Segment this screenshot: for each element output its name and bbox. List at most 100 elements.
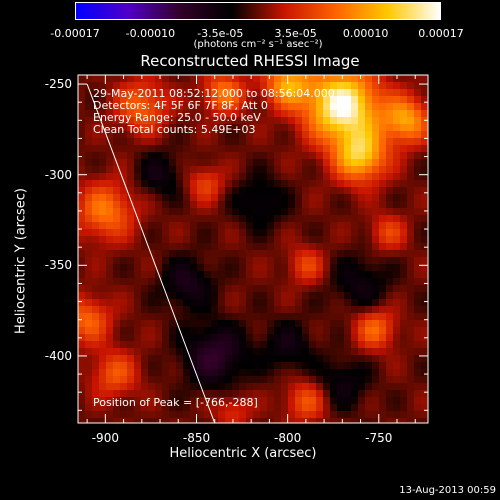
heatmap-cell — [246, 166, 254, 174]
heatmap-cell — [99, 313, 107, 321]
heatmap-cell — [316, 250, 324, 258]
heatmap-cell — [211, 313, 219, 321]
heatmap-cell — [246, 110, 254, 118]
heatmap-cell — [218, 257, 226, 265]
heatmap-cell — [295, 376, 303, 384]
heatmap-cell — [309, 89, 317, 97]
heatmap-cell — [113, 138, 121, 146]
heatmap-cell — [358, 411, 366, 419]
heatmap-cell — [120, 299, 128, 307]
heatmap-cell — [85, 411, 93, 419]
heatmap-cell — [113, 110, 121, 118]
heatmap-cell — [309, 348, 317, 356]
heatmap-cell — [134, 222, 142, 230]
heatmap-cell — [134, 299, 142, 307]
heatmap-cell — [344, 236, 352, 244]
heatmap-cell — [267, 201, 275, 209]
heatmap-cell — [169, 390, 177, 398]
heatmap-cell — [204, 229, 212, 237]
heatmap-cell — [393, 110, 401, 118]
heatmap-cell — [281, 89, 289, 97]
heatmap-cell — [407, 194, 415, 202]
heatmap-cell — [253, 404, 261, 412]
heatmap-cell — [344, 299, 352, 307]
heatmap-cell — [386, 376, 394, 384]
heatmap-cell — [295, 327, 303, 335]
heatmap-cell — [218, 166, 226, 174]
heatmap-cell — [344, 362, 352, 370]
heatmap-cell — [365, 327, 373, 335]
heatmap-cell — [358, 285, 366, 293]
heatmap-cell — [92, 145, 100, 153]
heatmap-cell — [106, 250, 114, 258]
heatmap-cell — [246, 250, 254, 258]
heatmap-cell — [85, 369, 93, 377]
heatmap-cell — [330, 166, 338, 174]
heatmap-cell — [393, 138, 401, 146]
heatmap-cell — [414, 236, 422, 244]
heatmap-cell — [155, 236, 163, 244]
heatmap-cell — [330, 75, 338, 83]
heatmap-cell — [106, 89, 114, 97]
heatmap-cell — [351, 75, 359, 83]
heatmap-cell — [176, 411, 184, 419]
heatmap-cell — [372, 292, 380, 300]
heatmap-cell — [204, 103, 212, 111]
heatmap-cell — [225, 264, 233, 272]
heatmap-cell — [281, 138, 289, 146]
heatmap-cell — [330, 362, 338, 370]
heatmap-cell — [407, 376, 415, 384]
heatmap-cell — [120, 355, 128, 363]
heatmap-cell — [239, 103, 247, 111]
heatmap-cell — [218, 313, 226, 321]
heatmap-cell — [351, 292, 359, 300]
heatmap-cell — [379, 201, 387, 209]
heatmap-cell — [309, 264, 317, 272]
heatmap-cell — [386, 383, 394, 391]
heatmap-cell — [134, 173, 142, 181]
heatmap-cell — [323, 306, 331, 314]
heatmap-cell — [253, 362, 261, 370]
heatmap-cell — [281, 355, 289, 363]
heatmap-cell — [253, 285, 261, 293]
heatmap-cell — [239, 411, 247, 419]
heatmap-cell — [344, 131, 352, 139]
heatmap-cell — [176, 418, 184, 424]
heatmap-cell — [113, 250, 121, 258]
heatmap-cell — [295, 334, 303, 342]
y-tick-label: -300 — [44, 167, 72, 182]
heatmap-cell — [176, 82, 184, 90]
heatmap-cell — [99, 278, 107, 286]
heatmap-cell — [162, 376, 170, 384]
heatmap-cell — [316, 166, 324, 174]
heatmap-cell — [218, 341, 226, 349]
heatmap-cell — [323, 334, 331, 342]
heatmap-cell — [309, 390, 317, 398]
heatmap-cell — [372, 320, 380, 328]
heatmap-cell — [316, 124, 324, 132]
heatmap-cell — [414, 187, 422, 195]
heatmap-cell — [190, 313, 198, 321]
heatmap-cell — [148, 285, 156, 293]
heatmap-cell — [113, 180, 121, 188]
heatmap-cell — [421, 166, 429, 174]
heatmap-cell — [92, 187, 100, 195]
heatmap-cell — [414, 348, 422, 356]
heatmap-cell — [407, 362, 415, 370]
heatmap-cell — [113, 362, 121, 370]
heatmap-cell — [295, 404, 303, 412]
heatmap-cell — [330, 229, 338, 237]
heatmap-cell — [176, 187, 184, 195]
heatmap-cell — [330, 348, 338, 356]
heatmap-cell — [246, 103, 254, 111]
heatmap-cell — [302, 369, 310, 377]
heatmap-cell — [148, 390, 156, 398]
heatmap-cell — [400, 131, 408, 139]
heatmap-cell — [260, 355, 268, 363]
heatmap-cell — [274, 117, 282, 125]
heatmap-cell — [239, 89, 247, 97]
heatmap-cell — [323, 369, 331, 377]
heatmap-cell — [141, 369, 149, 377]
heatmap-cell — [372, 201, 380, 209]
heatmap-cell — [232, 138, 240, 146]
